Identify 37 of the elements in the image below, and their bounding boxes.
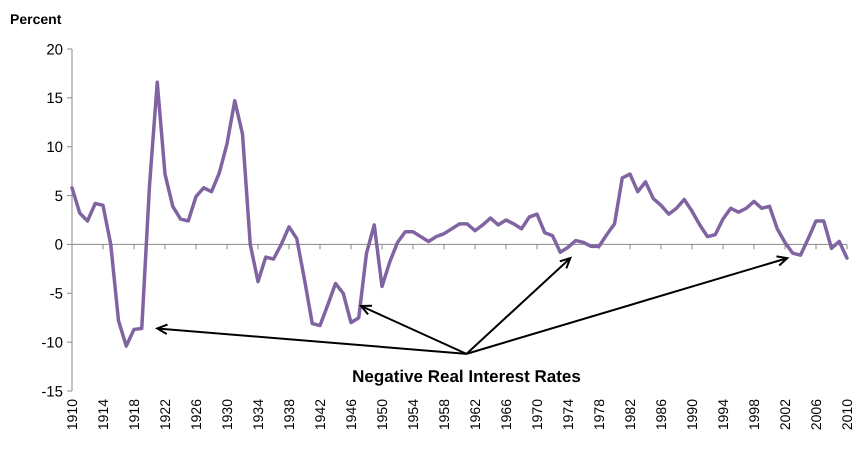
x-tick-label: 1910 [64,398,80,430]
y-tick-label: 10 [46,138,63,156]
y-tick-label: -10 [41,334,63,352]
x-tick-label: 1922 [156,398,173,430]
y-tick-label: 15 [46,90,63,108]
x-tick-label: 1966 [498,398,514,430]
y-tick-label: -15 [41,383,63,400]
y-tick-label: -5 [50,286,63,303]
y-tick-label: 20 [46,41,63,58]
x-tick-label: 1914 [94,398,111,430]
x-tick-label: 1998 [746,398,762,430]
x-tick-label: 1950 [374,398,390,430]
y-tick-label: 5 [54,188,63,205]
x-tick-label: 1938 [280,398,297,430]
x-tick-label: 1970 [528,398,545,430]
x-tick-label: 1946 [342,398,359,430]
x-tick-label: 2006 [808,398,824,430]
x-tick-label: 1994 [714,398,731,430]
x-tick-label: 1954 [404,398,421,430]
x-tick-label: 1986 [652,398,669,430]
x-tick-label: 2002 [776,398,793,430]
x-tick-label: 1962 [466,398,483,430]
x-tick-label: 1934 [250,398,266,430]
line-series [70,80,849,348]
x-tick-label: 1982 [622,398,638,430]
x-tick-label: 1926 [188,398,204,430]
y-tick-label: 0 [54,236,63,254]
annotation: Negative Real Interest Rates [352,366,581,386]
x-tick-label: 2010 [838,398,855,430]
x-tick-label: 1990 [684,398,700,430]
x-tick-label: 1958 [436,398,452,430]
y-axis-title: Percent [10,11,62,27]
x-tick-label: 1978 [590,398,607,430]
x-tick-label: 1930 [218,398,235,430]
x-tick-label: 1942 [312,398,328,430]
x-tick-label: 1918 [126,398,142,430]
x-tick-label: 1974 [560,398,576,430]
